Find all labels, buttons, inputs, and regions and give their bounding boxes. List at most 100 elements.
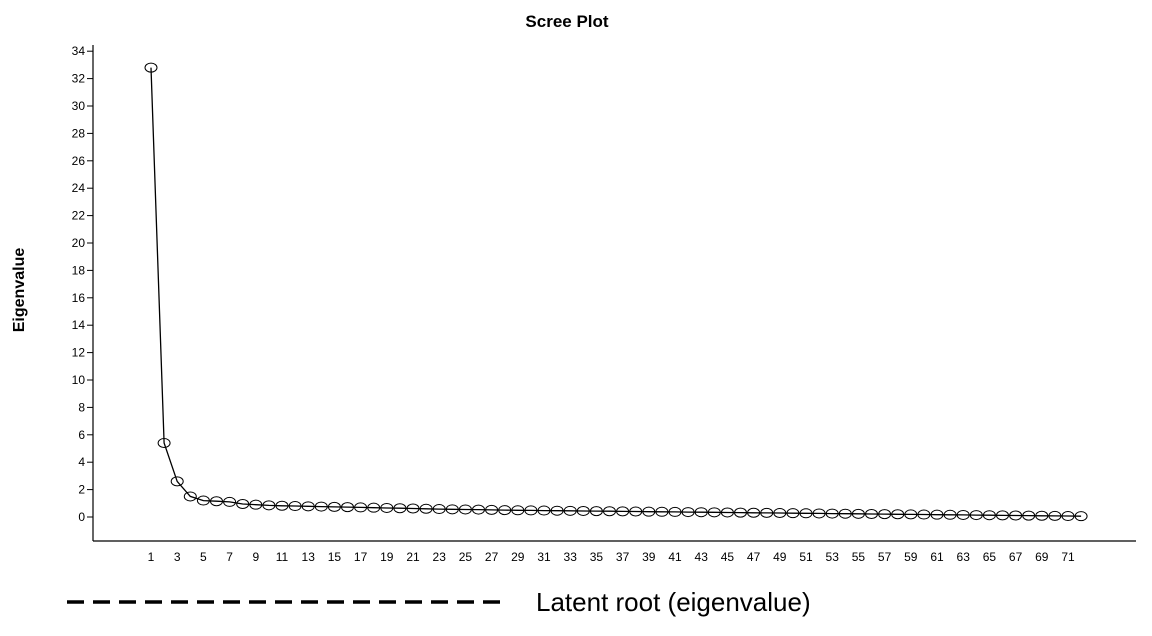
y-tick-label: 10 <box>72 373 86 387</box>
x-ticks: 1 3 5 7 9 11 13 15 17 19 21 23 25 27 29 31 33 35 37 39 41 43 4… <box>148 550 1075 564</box>
data-point <box>183 491 197 502</box>
data-point <box>773 508 787 519</box>
x-tick-label: 13 <box>302 550 316 564</box>
y-tick-label: 2 <box>78 483 85 497</box>
data-point <box>419 503 433 514</box>
data-point <box>157 438 171 449</box>
y-tick-label: 32 <box>72 72 86 86</box>
y-tick-label: 18 <box>72 263 86 277</box>
data-point <box>576 505 590 516</box>
data-point <box>747 507 761 518</box>
y-tick-label: 16 <box>72 291 86 305</box>
data-point <box>367 502 381 513</box>
data-point <box>707 507 721 518</box>
x-tick-label: 25 <box>459 550 473 564</box>
y-tick-label: 0 <box>78 510 85 524</box>
x-tick-label: 33 <box>564 550 578 564</box>
data-point <box>1035 510 1049 521</box>
data-point <box>930 509 944 520</box>
y-tick-label: 4 <box>78 455 85 469</box>
data-point <box>144 62 158 73</box>
data-point <box>760 507 774 518</box>
y-tick-label: 12 <box>72 346 86 360</box>
data-point <box>891 509 905 520</box>
data-point <box>262 500 276 511</box>
x-tick-label: 49 <box>773 550 787 564</box>
y-tick-label: 30 <box>72 99 86 113</box>
data-point <box>537 505 551 516</box>
data-point <box>956 509 970 520</box>
x-tick-label: 11 <box>276 550 289 564</box>
x-tick-label: 37 <box>616 550 630 564</box>
x-tick-label: 53 <box>826 550 840 564</box>
data-point <box>380 502 394 513</box>
data-point <box>314 501 328 512</box>
x-tick-label: 69 <box>1035 550 1049 564</box>
data-point <box>996 510 1009 521</box>
y-tick-label: 24 <box>72 181 86 195</box>
data-point <box>825 508 839 519</box>
data-point <box>982 510 996 521</box>
data-point <box>616 506 630 517</box>
data-point <box>563 505 577 516</box>
chart-title: Scree Plot <box>525 12 608 31</box>
x-tick-label: 23 <box>433 550 447 564</box>
data-point <box>223 496 237 507</box>
legend-label: Latent root (eigenvalue) <box>536 587 811 617</box>
data-point <box>969 510 983 521</box>
data-point <box>812 508 826 519</box>
data-point <box>1061 511 1075 522</box>
x-tick-label: 41 <box>668 550 682 564</box>
x-tick-label: 67 <box>1009 550 1023 564</box>
data-point <box>354 502 368 513</box>
data-point <box>498 505 512 516</box>
data-point <box>734 507 747 518</box>
data-point <box>786 508 800 519</box>
data-point <box>589 506 603 517</box>
x-tick-label: 57 <box>878 550 892 564</box>
x-tick-label: 27 <box>485 550 499 564</box>
eigenvalue-series-line <box>150 67 1082 517</box>
data-point <box>432 504 446 515</box>
data-point <box>878 509 892 520</box>
data-point <box>851 508 865 519</box>
x-tick-label: 21 <box>406 550 420 564</box>
data-point <box>196 495 210 506</box>
data-point <box>445 504 459 515</box>
data-point <box>170 476 184 487</box>
x-tick-label: 31 <box>537 550 551 564</box>
data-point <box>1048 510 1062 521</box>
data-point <box>904 509 918 520</box>
y-tick-label: 22 <box>72 209 86 223</box>
data-point <box>236 498 250 509</box>
data-point <box>681 507 695 518</box>
data-point <box>485 504 499 515</box>
data-point <box>1022 510 1036 521</box>
data-point <box>799 508 813 519</box>
data-point <box>275 500 289 511</box>
x-tick-label: 3 <box>174 550 181 564</box>
x-tick-label: 65 <box>983 550 997 564</box>
x-tick-label: 1 <box>148 550 155 564</box>
y-tick-label: 8 <box>78 400 85 414</box>
data-point <box>327 501 341 512</box>
data-point <box>249 499 263 510</box>
data-point <box>642 506 656 517</box>
data-point <box>550 505 564 516</box>
data-point <box>288 501 302 512</box>
data-point <box>210 496 223 507</box>
y-tick-label: 14 <box>72 318 86 332</box>
y-axis-label: Eigenvalue <box>11 248 28 333</box>
data-point <box>472 504 485 515</box>
data-point <box>341 502 354 513</box>
x-tick-label: 45 <box>721 550 735 564</box>
data-point <box>458 504 472 515</box>
x-tick-label: 51 <box>799 550 813 564</box>
x-tick-label: 29 <box>511 550 525 564</box>
x-tick-label: 39 <box>642 550 656 564</box>
x-tick-label: 63 <box>957 550 971 564</box>
data-point <box>406 503 420 514</box>
y-tick-label: 20 <box>72 236 86 250</box>
y-tick-label: 28 <box>72 126 86 140</box>
